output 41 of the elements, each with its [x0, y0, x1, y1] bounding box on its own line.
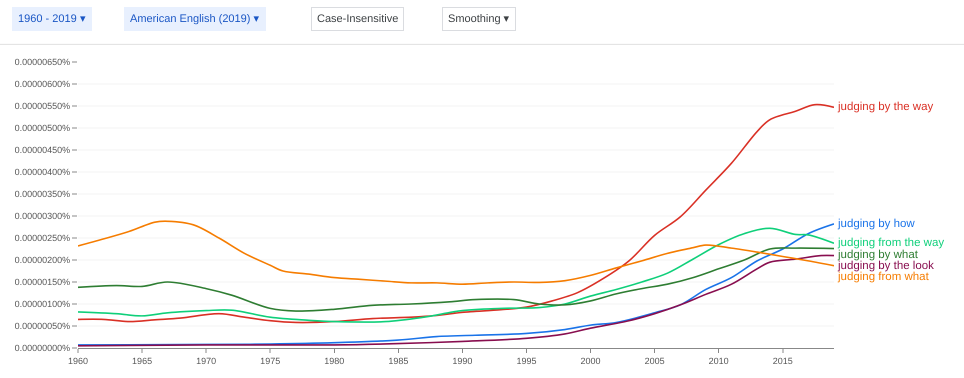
- x-tick-label: 2015: [772, 356, 793, 366]
- line-series: [78, 104, 834, 324]
- x-tick-label: 1960: [68, 356, 88, 366]
- y-tick-label: 0.00000050%: [14, 321, 70, 332]
- x-tick-label: 1995: [516, 356, 536, 366]
- series-label: judging by how: [837, 218, 916, 230]
- line-series: [78, 223, 834, 346]
- y-tick-label: 0.00000200%: [14, 255, 70, 266]
- line-series: [78, 220, 834, 285]
- y-tick-label: 0.00000500%: [14, 123, 70, 134]
- y-tick-label: 0.00000350%: [14, 189, 70, 200]
- line-series: [78, 247, 834, 312]
- y-tick-label: 0.00000650%: [14, 57, 70, 68]
- series-label: judging from what: [837, 271, 930, 283]
- x-tick-label: 1985: [388, 356, 408, 366]
- x-tick-label: 1965: [132, 356, 152, 366]
- y-tick-label: 0.00000600%: [14, 79, 70, 90]
- y-tick-label: 0.00000300%: [14, 211, 70, 222]
- x-tick-label: 2010: [708, 356, 729, 366]
- y-tick-label: 0.00000000%: [14, 343, 70, 354]
- text: Smoothing ▾: [448, 13, 510, 25]
- line-series: [78, 228, 834, 323]
- y-tick-label: 0.00000150%: [14, 277, 70, 288]
- series-label: judging by the way: [837, 101, 934, 113]
- series-label: judging from the way: [837, 237, 944, 249]
- y-tick-label: 0.00000250%: [14, 233, 70, 244]
- y-tick-label: 0.00000550%: [14, 101, 70, 112]
- x-tick-label: 1975: [260, 356, 280, 366]
- series-label: judging by the look: [837, 260, 934, 272]
- y-tick-label: 0.00000400%: [14, 167, 70, 178]
- series-label: judging by what: [837, 249, 919, 261]
- text: American English (2019) ▾: [130, 13, 260, 25]
- x-tick-label: 2005: [644, 356, 665, 366]
- y-tick-label: 0.00000450%: [14, 145, 70, 156]
- text: Case-Insensitive: [317, 13, 398, 25]
- y-tick-label: 0.00000100%: [14, 299, 70, 310]
- x-tick-label: 1980: [324, 356, 344, 366]
- x-tick-label: 2000: [580, 356, 601, 366]
- x-tick-label: 1970: [196, 356, 216, 366]
- x-tick-label: 1990: [452, 356, 472, 366]
- text: 1960 - 2019 ▾: [18, 13, 86, 25]
